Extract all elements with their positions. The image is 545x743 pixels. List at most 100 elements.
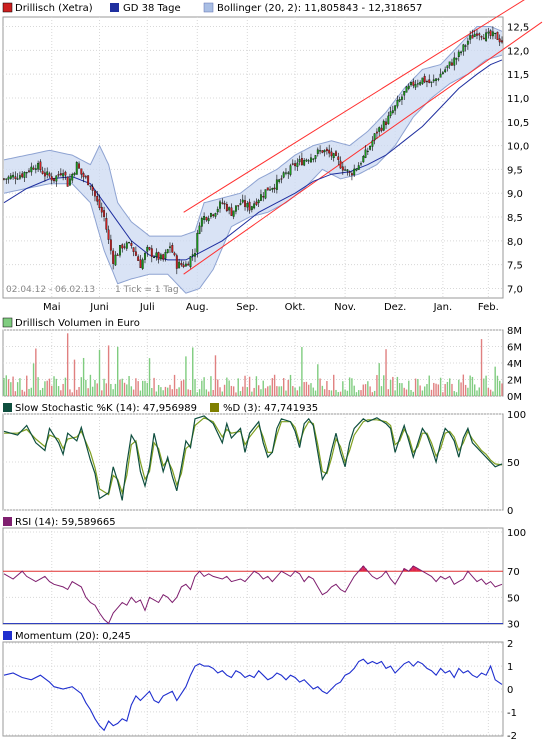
- volume-bar: [398, 383, 401, 396]
- candle-body: [464, 45, 467, 47]
- volume-bar: [342, 381, 344, 396]
- volume-bar: [19, 378, 21, 396]
- volume-bar: [242, 386, 244, 396]
- candle-body: [460, 51, 463, 54]
- volume-bar: [437, 384, 440, 396]
- candle-body: [146, 246, 149, 252]
- candle-body: [410, 82, 412, 86]
- volume-bar: [426, 384, 428, 396]
- candle-body: [316, 149, 319, 154]
- month-label-9: Feb.: [478, 302, 499, 313]
- volume-bar: [353, 385, 355, 396]
- volume-bar: [408, 380, 410, 396]
- candle-body: [123, 246, 126, 248]
- volume-bar: [176, 388, 178, 396]
- volume-bar: [60, 390, 62, 396]
- volume-bar: [173, 374, 176, 396]
- momentum-ytick-1: 1: [507, 662, 513, 673]
- candle-body: [219, 201, 221, 209]
- volume-bar: [314, 390, 317, 396]
- volume-bar: [273, 374, 276, 396]
- candle-body: [332, 153, 335, 159]
- candle-body: [244, 200, 246, 207]
- volume-bar: [301, 347, 303, 396]
- price-legend-swatch-3: [203, 2, 214, 13]
- candle-body: [246, 203, 249, 208]
- volume-bar: [237, 378, 239, 396]
- candle-body: [480, 36, 483, 38]
- volume-panel: 8M 6M 4M 2M 0M: [2, 326, 522, 403]
- volume-bar: [248, 376, 251, 396]
- volume-bar: [392, 376, 394, 396]
- stoch-d-line: [4, 417, 503, 496]
- candle-body: [68, 178, 71, 186]
- candle-body: [173, 252, 176, 256]
- candle-body: [491, 31, 494, 37]
- candle-body: [426, 81, 428, 83]
- volume-bar: [185, 356, 187, 396]
- trend-channel-lower: [183, 21, 543, 275]
- candle-body: [360, 163, 362, 165]
- volume-bar: [448, 378, 451, 396]
- volume-bar: [162, 390, 164, 396]
- volume-bar: [328, 389, 330, 396]
- volume-bar: [139, 390, 142, 396]
- candle-body: [46, 171, 49, 175]
- candle-body: [175, 255, 178, 269]
- volume-bar: [323, 389, 326, 396]
- stochastic-legend: Slow Stochastic %K (14): 47,956989 %D (3…: [3, 403, 318, 414]
- volume-bar: [10, 382, 12, 396]
- candle-body: [153, 256, 156, 259]
- month-label-1: Juni: [89, 302, 108, 313]
- candle-body: [119, 245, 121, 256]
- candle-body: [264, 189, 267, 199]
- volume-bar: [403, 387, 405, 396]
- volume-bar: [192, 347, 194, 396]
- volume-bar: [246, 387, 249, 396]
- volume-bar: [496, 375, 499, 396]
- volume-bar: [474, 384, 476, 396]
- price-ytick-6: 9,5: [507, 165, 523, 176]
- candle-body: [28, 170, 30, 172]
- volume-bar: [76, 389, 78, 396]
- candle-body: [337, 156, 340, 160]
- candle-body: [275, 179, 278, 190]
- candle-body: [78, 163, 80, 169]
- candle-body: [200, 218, 203, 227]
- volume-bar: [96, 383, 98, 396]
- volume-bar: [171, 389, 173, 396]
- volume-bar: [378, 363, 380, 396]
- momentum-line: [3, 658, 503, 732]
- volume-bar: [3, 378, 5, 396]
- volume-bar: [412, 391, 415, 396]
- volume-bar: [135, 378, 137, 396]
- volume-bar: [387, 389, 390, 396]
- price-legend-label-3: Bollinger (20, 2): 11,805843 - 12,318657: [217, 3, 422, 14]
- candle-body: [353, 168, 356, 176]
- candle-body: [330, 151, 333, 157]
- volume-bar: [380, 386, 383, 396]
- candle-body: [400, 96, 403, 100]
- volume-bar: [333, 374, 335, 396]
- month-label-7: Dez.: [384, 302, 406, 313]
- volume-bar: [385, 349, 387, 396]
- volume-bar: [360, 390, 362, 396]
- volume-bar: [462, 374, 465, 396]
- volume-bar: [439, 377, 442, 396]
- candle-body: [239, 203, 242, 205]
- candle-body: [278, 179, 281, 182]
- month-label-8: Jan.: [433, 302, 453, 313]
- volume-bar: [37, 377, 39, 396]
- candle-body: [241, 199, 244, 203]
- candle-body: [37, 162, 40, 170]
- volume-bar: [321, 385, 324, 396]
- volume-bar: [394, 390, 396, 396]
- volume-bar: [362, 384, 364, 396]
- candle-body: [94, 190, 96, 197]
- volume-bar: [396, 376, 399, 396]
- rsi-line: [3, 565, 503, 625]
- volume-bar: [164, 386, 167, 396]
- price-ytick-11: 7,0: [507, 284, 523, 295]
- volume-bar: [205, 389, 208, 396]
